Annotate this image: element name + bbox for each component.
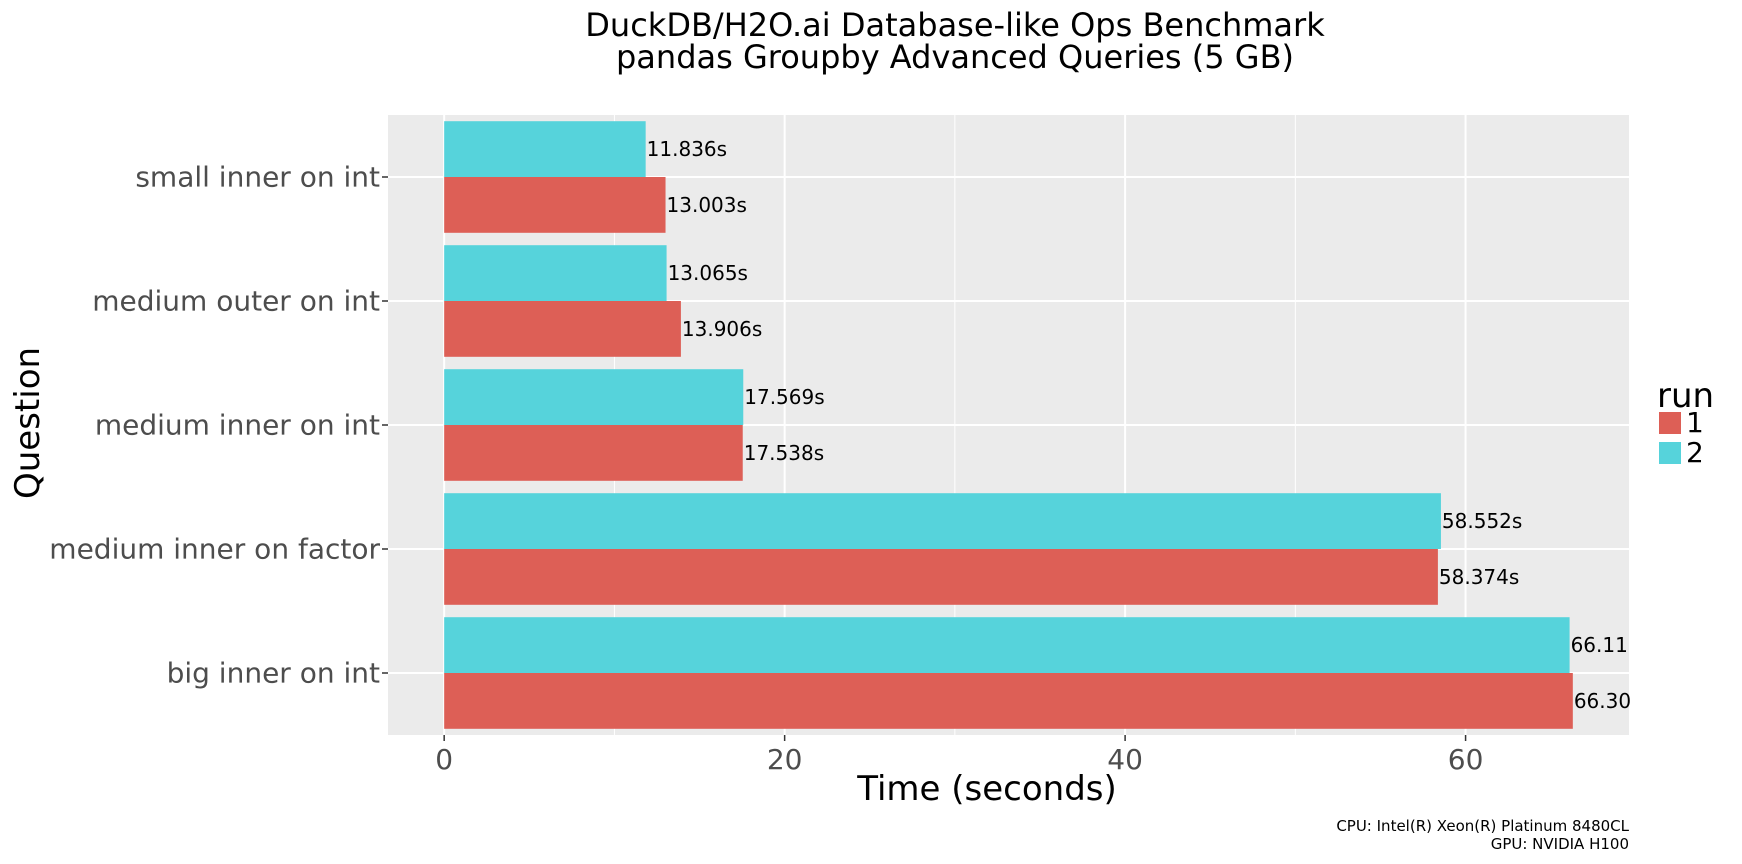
y-tick-label: big inner on int bbox=[167, 657, 380, 690]
legend-swatch-series-2 bbox=[1659, 442, 1681, 464]
caption: CPU: Intel(R) Xeon(R) Platinum 8480CL GP… bbox=[1336, 817, 1629, 853]
bar-value-label: 13.065s bbox=[668, 261, 748, 285]
y-tick-label: medium outer on int bbox=[92, 285, 380, 318]
bar-value-label: 58.552s bbox=[1442, 509, 1522, 533]
bar-value-label: 66.30 bbox=[1574, 689, 1631, 713]
bar-value-label: 13.003s bbox=[667, 193, 747, 217]
bar-series-1 bbox=[444, 301, 681, 357]
bar-value-label: 58.374s bbox=[1439, 565, 1519, 589]
bar-series-2 bbox=[444, 617, 1570, 673]
y-tick-label: small inner on int bbox=[135, 161, 380, 194]
bar-value-label: 17.538s bbox=[744, 441, 824, 465]
bar-series-2 bbox=[444, 369, 744, 425]
bars bbox=[444, 121, 1573, 729]
chart-title: DuckDB/H2O.ai Database-like Ops Benchmar… bbox=[585, 6, 1325, 76]
bar-series-2 bbox=[444, 121, 646, 177]
bar-value-label: 66.11 bbox=[1571, 633, 1628, 657]
legend-label-series-2: 2 bbox=[1686, 436, 1704, 469]
x-tick-label: 20 bbox=[767, 743, 803, 776]
y-axis: small inner on int medium outer on int med… bbox=[49, 161, 388, 690]
x-axis-label: Time (seconds) bbox=[856, 769, 1117, 809]
caption-line-1: CPU: Intel(R) Xeon(R) Platinum 8480CL bbox=[1336, 817, 1629, 835]
bar-value-label: 13.906s bbox=[682, 317, 762, 341]
bar-series-1 bbox=[444, 425, 743, 481]
legend-title: run bbox=[1657, 376, 1714, 416]
x-tick-label: 0 bbox=[435, 743, 453, 776]
bar-value-label: 11.836s bbox=[647, 137, 727, 161]
bar-value-label: 17.569s bbox=[744, 385, 824, 409]
chart-title-line-2: pandas Groupby Advanced Queries (5 GB) bbox=[616, 38, 1294, 76]
legend: run 1 2 bbox=[1657, 376, 1714, 469]
y-tick-label: medium inner on factor bbox=[49, 533, 380, 566]
legend-label-series-1: 1 bbox=[1686, 406, 1704, 439]
bar-series-2 bbox=[444, 245, 667, 301]
legend-swatch-series-1 bbox=[1659, 412, 1681, 434]
y-tick-label: medium inner on int bbox=[95, 409, 380, 442]
chart-title-line-1: DuckDB/H2O.ai Database-like Ops Benchmar… bbox=[585, 6, 1325, 44]
bar-series-1 bbox=[444, 549, 1438, 605]
bar-value-labels: 11.836s 13.003s 13.065s 13.906s 17.569s 17.53… bbox=[647, 137, 1631, 713]
caption-line-2: GPU: NVIDIA H100 bbox=[1491, 835, 1629, 853]
y-axis-label: Question bbox=[8, 347, 48, 499]
x-tick-label: 40 bbox=[1107, 743, 1143, 776]
x-axis: 0 20 40 60 bbox=[435, 735, 1483, 776]
bar-series-1 bbox=[444, 177, 666, 233]
x-tick-label: 60 bbox=[1448, 743, 1484, 776]
bar-series-2 bbox=[444, 493, 1441, 549]
bar-series-1 bbox=[444, 673, 1573, 729]
